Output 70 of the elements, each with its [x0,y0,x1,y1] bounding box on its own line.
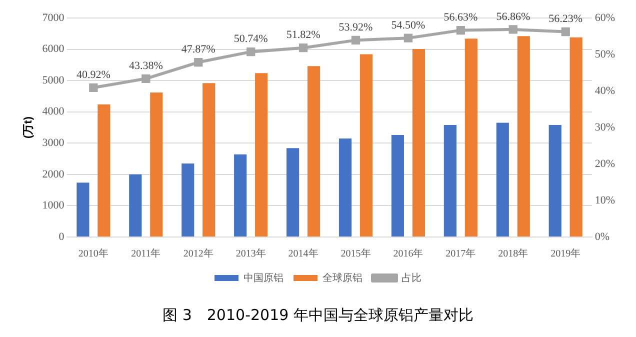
y2-tick-label: 60% [594,12,616,24]
data-label: 53.92% [338,22,373,34]
bar [338,138,352,236]
data-label: 51.82% [286,29,320,42]
bar [255,73,268,236]
point [142,74,150,83]
legend-label: 中国原铝 [244,272,284,284]
bar [202,83,216,236]
bar [548,124,562,236]
y-tick-label: 4000 [42,106,65,118]
data-label: 50.74% [234,33,268,46]
y2-tick-label: 50% [594,48,616,60]
bar [444,124,456,236]
data-label: 56.63% [444,12,478,24]
bar [496,122,509,236]
bar [307,66,320,236]
text: 图 3 2010-2019 年中国与全球原铝产量对比 [162,306,474,324]
point [456,26,466,35]
x-tick-label: 2014年 [288,248,318,260]
x-tick-label: 2017年 [446,248,476,260]
bar [412,48,426,236]
point [508,25,518,34]
y-tick-label: 3000 [42,137,65,150]
x-tick-label: 2011年 [131,248,161,260]
bar [464,38,478,236]
bar [76,182,90,236]
x-tick-label: 2012年 [183,248,214,260]
data-label: 47.87% [181,44,216,56]
bar [234,154,247,236]
legend-label: 占比 [402,272,422,284]
y-tick-label: 5000 [42,74,65,86]
point [89,83,98,92]
bar [286,148,300,236]
y-tick-label: 2000 [42,168,65,180]
data-label: 40.92% [76,69,110,82]
bar [391,135,404,236]
y-tick-label: 6000 [42,43,65,56]
y2-tick-label: 10% [594,194,616,206]
y-axis-title: (万t) [22,116,35,138]
bar [150,92,163,236]
bar [98,104,110,236]
x-tick-label: 2015年 [340,248,371,260]
bar [360,54,373,236]
point [194,58,203,67]
legend-label: 全球原铝 [322,272,362,284]
y-tick-label: 1000 [42,200,65,212]
bar [129,174,142,236]
data-label: 56.23% [548,13,583,26]
y-tick-label: 7000 [42,12,65,24]
x-tick-label: 2016年 [393,248,424,260]
bar [517,36,530,236]
point [404,34,413,42]
x-tick-label: 2010年 [78,248,108,260]
y2-tick-label: 40% [594,84,616,97]
point [298,44,308,52]
y2-tick-label: 0% [594,230,610,243]
y-tick-label: 0 [58,230,65,243]
y2-tick-label: 20% [594,158,616,170]
point [246,47,256,56]
data-label: 43.38% [128,60,163,72]
bar [570,37,582,236]
x-tick-label: 2019年 [550,248,581,260]
point [561,27,570,36]
point [351,36,360,45]
y2-tick-label: 30% [594,121,616,134]
x-tick-label: 2018年 [498,248,528,260]
bar [182,163,194,236]
data-label: 54.50% [391,19,426,32]
data-label: 56.86% [496,10,530,23]
x-tick-label: 2013年 [236,248,266,260]
